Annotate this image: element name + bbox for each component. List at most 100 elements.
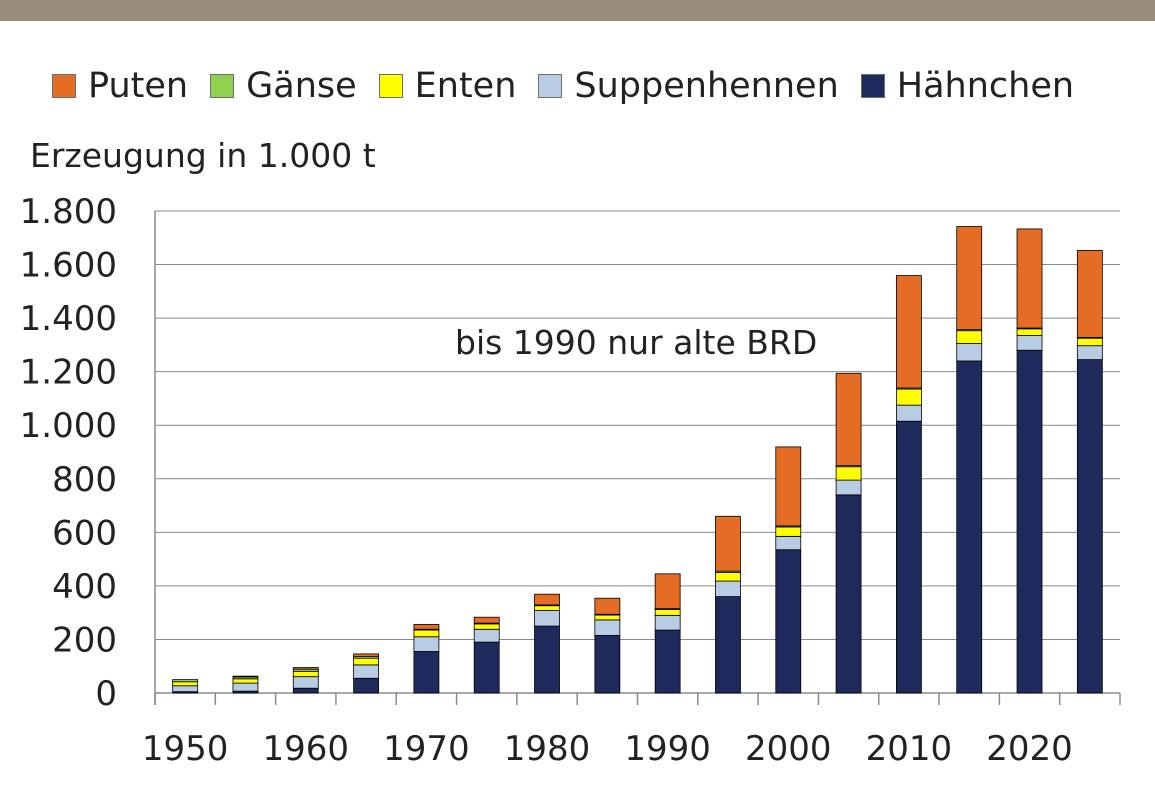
bar-segment <box>1016 335 1043 351</box>
bar-segment <box>835 494 862 694</box>
bar-segment <box>896 388 922 406</box>
y-tick-label: 1.200 <box>20 353 117 393</box>
bar-segment <box>594 597 621 615</box>
bar-segment <box>473 623 500 630</box>
bar-segment <box>473 641 500 694</box>
bar-segment <box>715 515 741 572</box>
bar-segment <box>353 664 379 679</box>
bar-segment <box>534 625 560 694</box>
legend-item-gaense: Gänse <box>210 66 357 106</box>
legend-label-haehnchen: Hähnchen <box>896 66 1075 106</box>
bar-segment <box>413 624 440 630</box>
x-tick-label: 1970 <box>383 729 470 769</box>
x-tick-label: 2020 <box>986 729 1073 769</box>
y-tick-label: 600 <box>52 513 117 553</box>
legend-swatch-haehnchen <box>860 74 885 98</box>
bar-segment <box>775 549 802 694</box>
y-tick-label: 400 <box>52 567 117 607</box>
bar-segment <box>353 653 379 657</box>
bar-segment <box>413 629 440 638</box>
bar-segment <box>956 360 983 694</box>
top-banner <box>0 0 1155 21</box>
bar-segment <box>1016 228 1043 329</box>
bar-segment <box>353 657 379 666</box>
bar-segment <box>715 580 741 598</box>
legend-label-gaense: Gänse <box>246 66 357 106</box>
bar-segment <box>775 535 802 551</box>
chart-annotation: bis 1990 nur alte BRD <box>455 323 817 362</box>
bar-segment <box>1076 249 1103 338</box>
bar-segment <box>956 330 983 344</box>
legend-swatch-puten <box>52 74 76 98</box>
bar-segment <box>292 670 319 678</box>
x-tick-label: 1950 <box>142 729 229 769</box>
bar-segment <box>1016 328 1043 336</box>
x-tick-label: 2010 <box>866 729 953 769</box>
x-tick-label: 1960 <box>263 729 350 769</box>
y-axis-label: Erzeugung in 1.000 t <box>30 136 376 175</box>
bar-segment <box>1076 345 1103 361</box>
bar-segment <box>172 685 199 693</box>
bar-segment <box>473 616 500 624</box>
bar-segment <box>232 675 259 678</box>
y-tick-label: 1.400 <box>20 299 117 339</box>
y-tick-label: 1.600 <box>20 246 117 286</box>
bar-segment <box>292 687 319 694</box>
bar-segment <box>232 682 259 692</box>
legend-swatch-gaense <box>210 74 235 98</box>
bar-segment <box>353 677 379 694</box>
bar-segment <box>835 479 862 496</box>
legend-label-puten: Puten <box>88 66 189 106</box>
bar-segment <box>473 628 500 643</box>
bar-segment <box>413 636 440 652</box>
x-tick-label: 2000 <box>745 729 832 769</box>
legend-item-suppenhennen: Suppenhennen <box>538 66 839 106</box>
bar-segment <box>594 619 621 636</box>
bar-segment <box>172 681 199 687</box>
bar-segment <box>413 651 440 694</box>
bar-segment <box>1076 359 1103 694</box>
y-tick-label: 0 <box>95 674 117 714</box>
bar-segment <box>835 466 862 481</box>
x-tick-label: 1980 <box>504 729 591 769</box>
bar-segment <box>594 614 621 621</box>
bar-segment <box>292 667 319 670</box>
bar-segment <box>654 629 681 694</box>
y-tick-label: 1.800 <box>20 192 117 232</box>
legend-swatch-enten <box>378 74 403 98</box>
bar-segment <box>896 275 922 389</box>
bar-segment <box>654 573 681 610</box>
bar-segment <box>534 593 560 606</box>
bar-segment <box>292 676 319 689</box>
y-tick-label: 200 <box>52 620 117 660</box>
bar-segment <box>1076 337 1103 347</box>
legend-item-puten: Puten <box>52 66 188 106</box>
bar-segment <box>715 596 741 694</box>
legend-label-enten: Enten <box>414 66 517 106</box>
y-tick-label: 1.000 <box>20 406 117 446</box>
bar-segment <box>775 526 802 537</box>
bar-segment <box>534 610 560 627</box>
bar-segment <box>594 635 621 694</box>
legend-label-suppenhennen: Suppenhennen <box>574 66 839 106</box>
bar-segment <box>896 404 922 422</box>
bar-segment <box>232 678 259 684</box>
bar-segment <box>896 420 922 694</box>
y-tick-label: 800 <box>52 460 117 500</box>
bar-segment <box>715 572 741 582</box>
bar-segment <box>172 679 199 683</box>
bar-segment <box>1016 349 1043 694</box>
bar-segment <box>775 446 802 527</box>
legend-swatch-suppenhennen <box>538 74 563 98</box>
bar-segment <box>835 372 862 467</box>
bar-segment <box>654 614 681 631</box>
bar-segment <box>654 609 681 616</box>
bar-segment <box>956 226 983 331</box>
legend-item-haehnchen: Hähnchen <box>860 66 1075 106</box>
chart-legend: Puten Gänse Enten Suppenhennen Hähnchen <box>52 62 1096 110</box>
x-tick-label: 1990 <box>624 729 711 769</box>
bar-segment <box>956 343 983 362</box>
legend-item-enten: Enten <box>378 66 517 106</box>
bar-segment <box>534 605 560 611</box>
